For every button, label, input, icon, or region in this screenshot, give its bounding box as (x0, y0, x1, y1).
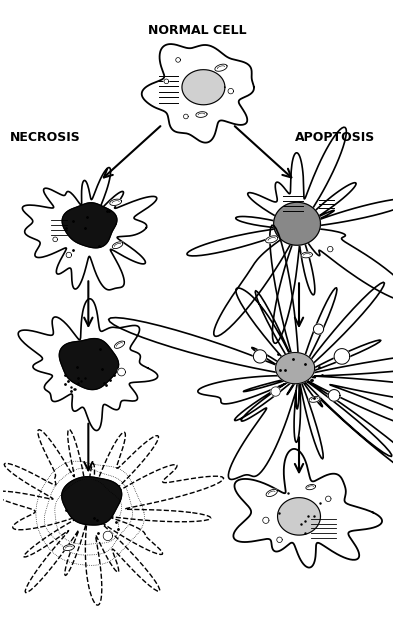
Polygon shape (103, 531, 112, 540)
Text: APOPTOSIS: APOPTOSIS (295, 132, 375, 144)
Polygon shape (63, 545, 74, 551)
Polygon shape (306, 485, 316, 490)
Polygon shape (62, 203, 117, 248)
Polygon shape (334, 349, 350, 364)
Polygon shape (233, 449, 382, 567)
Polygon shape (215, 64, 227, 71)
Polygon shape (164, 79, 169, 84)
Polygon shape (228, 88, 233, 94)
Polygon shape (309, 396, 320, 403)
Polygon shape (314, 324, 324, 334)
Polygon shape (112, 242, 123, 249)
Polygon shape (277, 537, 282, 542)
Polygon shape (278, 498, 320, 535)
Polygon shape (328, 246, 333, 252)
Polygon shape (118, 368, 125, 376)
Polygon shape (110, 199, 121, 206)
Polygon shape (0, 429, 224, 605)
Polygon shape (187, 127, 397, 344)
Polygon shape (59, 339, 119, 389)
Text: NECROSIS: NECROSIS (10, 132, 81, 144)
Polygon shape (276, 352, 314, 384)
Polygon shape (274, 203, 320, 245)
Polygon shape (266, 236, 278, 243)
Polygon shape (66, 252, 71, 258)
Polygon shape (253, 350, 267, 363)
Polygon shape (53, 237, 58, 242)
Polygon shape (328, 389, 340, 401)
Polygon shape (18, 299, 158, 431)
Polygon shape (266, 489, 278, 497)
Text: NORMAL CELL: NORMAL CELL (148, 24, 247, 37)
Polygon shape (326, 496, 331, 502)
Polygon shape (263, 517, 269, 524)
Polygon shape (142, 44, 254, 143)
Polygon shape (109, 225, 397, 492)
Polygon shape (62, 477, 121, 525)
Polygon shape (114, 341, 125, 349)
Polygon shape (183, 114, 188, 119)
Polygon shape (196, 112, 207, 117)
Polygon shape (176, 58, 180, 62)
Polygon shape (271, 387, 280, 396)
Polygon shape (182, 70, 225, 105)
Polygon shape (22, 167, 157, 290)
Polygon shape (301, 252, 312, 258)
